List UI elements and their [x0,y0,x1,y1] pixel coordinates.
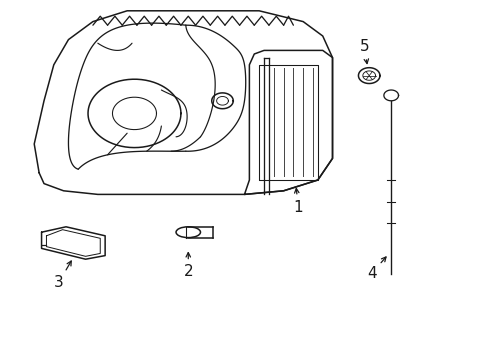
Text: 4: 4 [366,257,385,281]
Text: 5: 5 [359,39,368,64]
Text: 2: 2 [183,253,193,279]
Text: 3: 3 [54,261,71,290]
Text: 1: 1 [293,189,303,215]
